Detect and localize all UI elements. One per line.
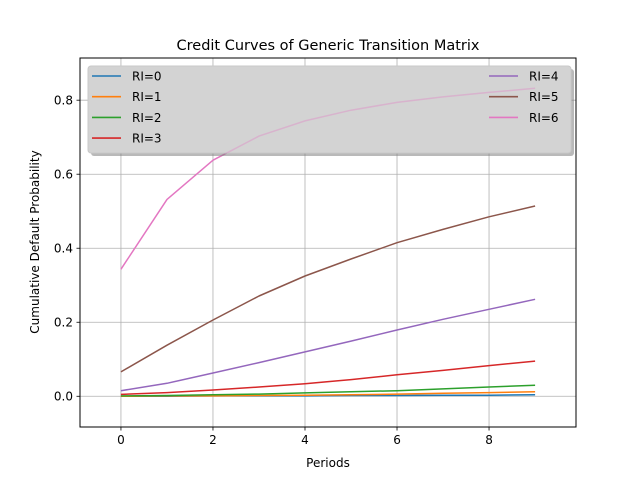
legend: RI=0 RI=1 RI=2 RI=3 RI=4 RI=5 RI=6 (87, 65, 574, 156)
series-line-ri-5 (120, 205, 536, 373)
x-tick-label: 0 (117, 433, 125, 447)
x-tick-label: 4 (301, 433, 309, 447)
x-axis-label: Periods (306, 456, 350, 470)
y-tick-label: 0.8 (54, 93, 73, 107)
series-line-ri-2 (120, 384, 536, 397)
y-tick-label: 0.4 (54, 242, 73, 256)
legend-items: RI=0 RI=1 RI=2 RI=3 RI=4 RI=5 RI=6 (92, 70, 559, 146)
legend-label: RI=3 (132, 132, 162, 146)
series-line-ri-6-under-legend (225, 87, 536, 153)
legend-box (87, 65, 572, 154)
series-line-ri-3 (120, 360, 536, 396)
axes-frame (79, 57, 577, 428)
legend-label: RI=5 (529, 90, 559, 104)
legend-label: RI=2 (132, 111, 162, 125)
y-tick-label: 0.6 (54, 168, 73, 182)
y-tick-label: 0.2 (54, 316, 73, 330)
x-tick-label: 8 (485, 433, 493, 447)
data-series (120, 87, 536, 398)
y-axis-label: Cumulative Default Probability (28, 150, 42, 333)
legend-label: RI=1 (132, 90, 162, 104)
x-tick-label: 2 (209, 433, 217, 447)
legend-label: RI=0 (132, 70, 162, 84)
x-tick-label: 6 (393, 433, 401, 447)
series-line-ri-4 (120, 298, 536, 392)
chart-title: Credit Curves of Generic Transition Matr… (177, 38, 480, 54)
x-axis-ticks: 0 2 4 6 8 (117, 427, 493, 447)
legend-label: RI=6 (529, 111, 559, 125)
y-axis-ticks: 0.0 0.2 0.4 0.6 0.8 (54, 93, 80, 404)
legend-label: RI=4 (529, 70, 559, 84)
y-tick-label: 0.0 (54, 390, 73, 404)
